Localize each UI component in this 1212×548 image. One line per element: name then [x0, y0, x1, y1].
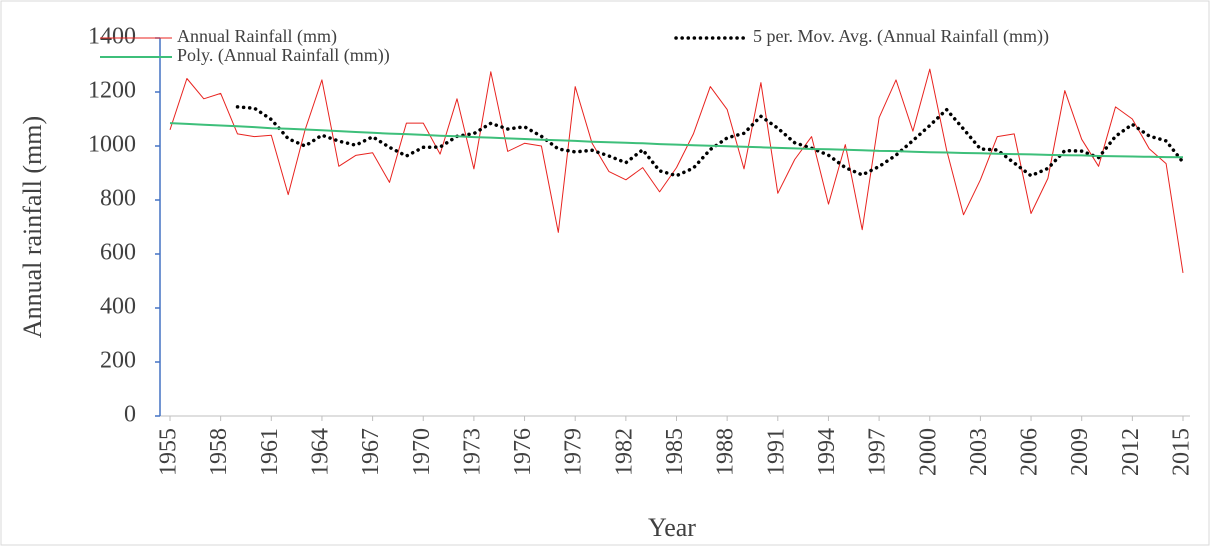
legend-label: Annual Rainfall (mm)	[177, 26, 337, 47]
y-tick-label: 800	[100, 186, 136, 212]
x-tick-label: 1988	[713, 428, 739, 476]
y-tick-label: 1000	[88, 132, 136, 158]
x-tick-label: 1973	[459, 428, 485, 476]
legend-label: Poly. (Annual Rainfall (mm))	[177, 45, 390, 66]
x-tick-label: 1955	[156, 428, 182, 476]
x-tick-label: 1961	[257, 428, 283, 476]
x-tick-label: 2012	[1118, 428, 1144, 476]
y-tick-label: 600	[100, 240, 136, 266]
x-axis-title: Year	[648, 513, 696, 542]
legend-label: 5 per. Mov. Avg. (Annual Rainfall (mm))	[753, 26, 1049, 47]
x-tick-label: 2000	[915, 428, 941, 476]
x-tick-label: 1967	[358, 428, 384, 476]
series-line	[235, 105, 1185, 178]
x-tick-label: 1991	[763, 428, 789, 476]
y-tick-label: 1200	[88, 78, 136, 104]
y-tick-label: 0	[124, 402, 136, 428]
x-tick-label: 2015	[1169, 428, 1195, 476]
y-tick-label: 1400	[88, 24, 136, 50]
x-tick-label: 1958	[206, 428, 232, 476]
x-tick-label: 1997	[865, 428, 891, 476]
y-tick-label: 200	[100, 348, 136, 374]
x-tick-label: 1976	[510, 428, 536, 476]
x-tick-label: 1970	[409, 428, 435, 476]
x-tick-label: 1964	[307, 428, 333, 476]
x-tick-label: 2006	[1017, 428, 1043, 476]
x-tick-label: 2009	[1067, 428, 1093, 476]
x-tick-label: 1994	[814, 428, 840, 476]
x-tick-label: 2003	[966, 428, 992, 476]
series-line	[169, 68, 1184, 273]
series-line	[169, 122, 1184, 159]
x-tick-label: 1985	[662, 428, 688, 476]
x-tick-label: 1982	[611, 428, 637, 476]
y-tick-label: 400	[100, 294, 136, 320]
x-tick-label: 1979	[561, 428, 587, 476]
y-axis-title: Annual rainfall (mm)	[18, 116, 47, 338]
